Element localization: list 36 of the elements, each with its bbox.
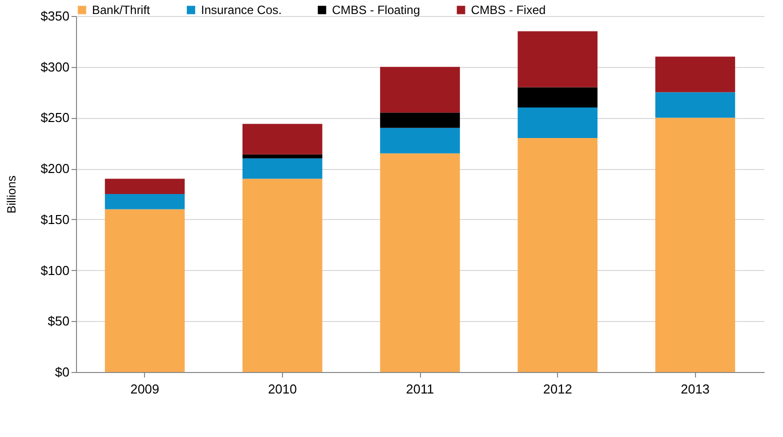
bar	[655, 118, 736, 372]
legend-label: CMBS - Floating	[332, 3, 420, 17]
bar	[380, 128, 460, 154]
bar	[518, 31, 598, 88]
legend-label: CMBS - Fixed	[471, 3, 546, 17]
y-tick-label: $250	[40, 110, 70, 126]
bar	[380, 112, 460, 128]
bar	[242, 158, 322, 179]
bar	[242, 178, 322, 372]
bar	[655, 56, 736, 92]
y-tick-label: $0	[55, 364, 70, 380]
bar	[380, 66, 460, 113]
x-tick-label: 2012	[543, 382, 572, 396]
y-tick-label: $200	[40, 161, 70, 176]
bar	[380, 153, 460, 372]
bar	[242, 124, 322, 154]
y-tick-label: $300	[40, 59, 70, 74]
y-axis-title: Billions	[4, 175, 19, 214]
bar	[655, 92, 736, 118]
x-tick-label: 2010	[268, 382, 297, 396]
bar	[518, 108, 598, 138]
y-tick-label: $100	[40, 262, 70, 278]
y-tick-label: $350	[40, 8, 70, 24]
bar	[518, 87, 598, 108]
bar	[104, 194, 185, 210]
x-tick-label: 2009	[130, 382, 160, 396]
bar	[242, 154, 322, 158]
y-tick-label: $150	[40, 212, 70, 227]
bar	[104, 209, 185, 372]
x-tick-label: 2013	[680, 382, 710, 396]
x-tick-label: 2011	[406, 382, 434, 396]
bar	[518, 138, 598, 372]
y-tick-label: $50	[48, 314, 70, 329]
legend-label: Insurance Cos.	[201, 3, 282, 17]
bar	[104, 178, 185, 194]
legend-label: Bank/Thrift	[92, 3, 151, 17]
